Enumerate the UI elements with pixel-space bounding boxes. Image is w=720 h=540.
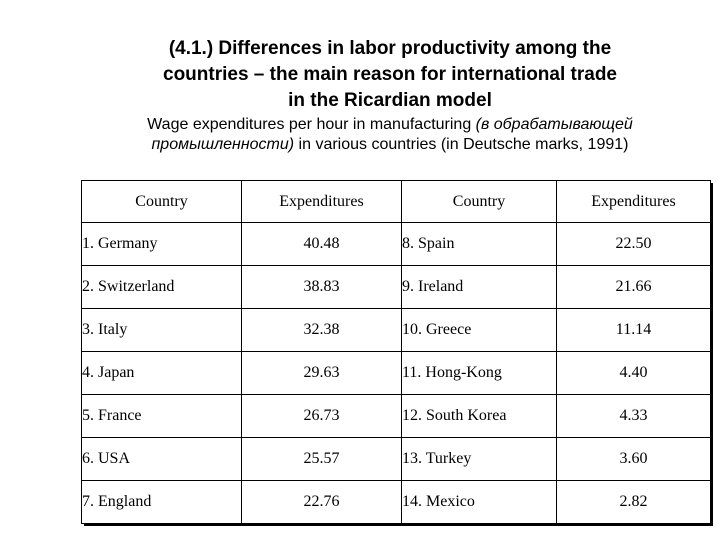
country-cell: 9. Ireland <box>401 265 557 309</box>
header-country-1: Country <box>81 180 242 223</box>
table-row: 4. Japan 29.63 11. Hong-Kong 4.40 <box>81 351 711 395</box>
table-row: 5. France 26.73 12. South Korea 4.33 <box>81 394 711 438</box>
expenditure-cell: 29.63 <box>241 351 402 395</box>
table-shadow-right <box>710 183 713 526</box>
expenditure-cell: 3.60 <box>556 437 711 481</box>
expenditure-cell: 21.66 <box>556 265 711 309</box>
table-header-row: Country Expenditures Country Expenditure… <box>81 180 711 223</box>
country-cell: 3. Italy <box>81 308 242 352</box>
table-caption: Wage expenditures per hour in manufactur… <box>60 115 720 155</box>
title-line-3: in the Ricardian model <box>288 90 492 111</box>
country-cell: 14. Mexico <box>401 480 557 524</box>
table-row: 6. USA 25.57 13. Turkey 3.60 <box>81 437 711 481</box>
expenditure-cell: 40.48 <box>241 222 402 266</box>
table-row: 7. England 22.76 14. Mexico 2.82 <box>81 480 711 524</box>
caption-text-en-2: in various countries (in Deutsche marks,… <box>294 136 629 153</box>
page-title: (4.1.) Differences in labor productivity… <box>60 36 720 114</box>
expenditure-cell: 11.14 <box>556 308 711 352</box>
table-shadow-bottom <box>84 523 713 526</box>
wage-table: Country Expenditures Country Expenditure… <box>81 180 711 524</box>
country-cell: 13. Turkey <box>401 437 557 481</box>
expenditure-cell: 22.50 <box>556 222 711 266</box>
country-cell: 10. Greece <box>401 308 557 352</box>
country-cell: 11. Hong-Kong <box>401 351 557 395</box>
table-row: 2. Switzerland 38.83 9. Ireland 21.66 <box>81 265 711 309</box>
table-row: 1. Germany 40.48 8. Spain 22.50 <box>81 222 711 266</box>
country-cell: 4. Japan <box>81 351 242 395</box>
header-country-2: Country <box>401 180 557 223</box>
expenditure-cell: 38.83 <box>241 265 402 309</box>
country-cell: 12. South Korea <box>401 394 557 438</box>
table-row: 3. Italy 32.38 10. Greece 11.14 <box>81 308 711 352</box>
header-expenditures-2: Expenditures <box>556 180 711 223</box>
expenditure-cell: 22.76 <box>241 480 402 524</box>
caption-line-2: промышленности) in various countries (in… <box>60 135 720 155</box>
expenditure-cell: 26.73 <box>241 394 402 438</box>
caption-line-1: Wage expenditures per hour in manufactur… <box>60 115 720 135</box>
header-expenditures-1: Expenditures <box>241 180 402 223</box>
country-cell: 5. France <box>81 394 242 438</box>
country-cell: 2. Switzerland <box>81 265 242 309</box>
country-cell: 1. Germany <box>81 222 242 266</box>
country-cell: 8. Spain <box>401 222 557 266</box>
country-cell: 6. USA <box>81 437 242 481</box>
expenditure-cell: 4.33 <box>556 394 711 438</box>
expenditure-cell: 25.57 <box>241 437 402 481</box>
expenditure-cell: 32.38 <box>241 308 402 352</box>
expenditure-cell: 2.82 <box>556 480 711 524</box>
caption-text-ru-2: промышленности) <box>151 136 295 153</box>
caption-text-ru-1: (в обрабатывающей <box>475 116 633 133</box>
title-line-1: (4.1.) Differences in labor productivity… <box>168 38 612 59</box>
title-line-2: countries – the main reason for internat… <box>163 64 617 85</box>
country-cell: 7. England <box>81 480 242 524</box>
expenditure-cell: 4.40 <box>556 351 711 395</box>
caption-text-en-1: Wage expenditures per hour in manufactur… <box>147 116 476 133</box>
